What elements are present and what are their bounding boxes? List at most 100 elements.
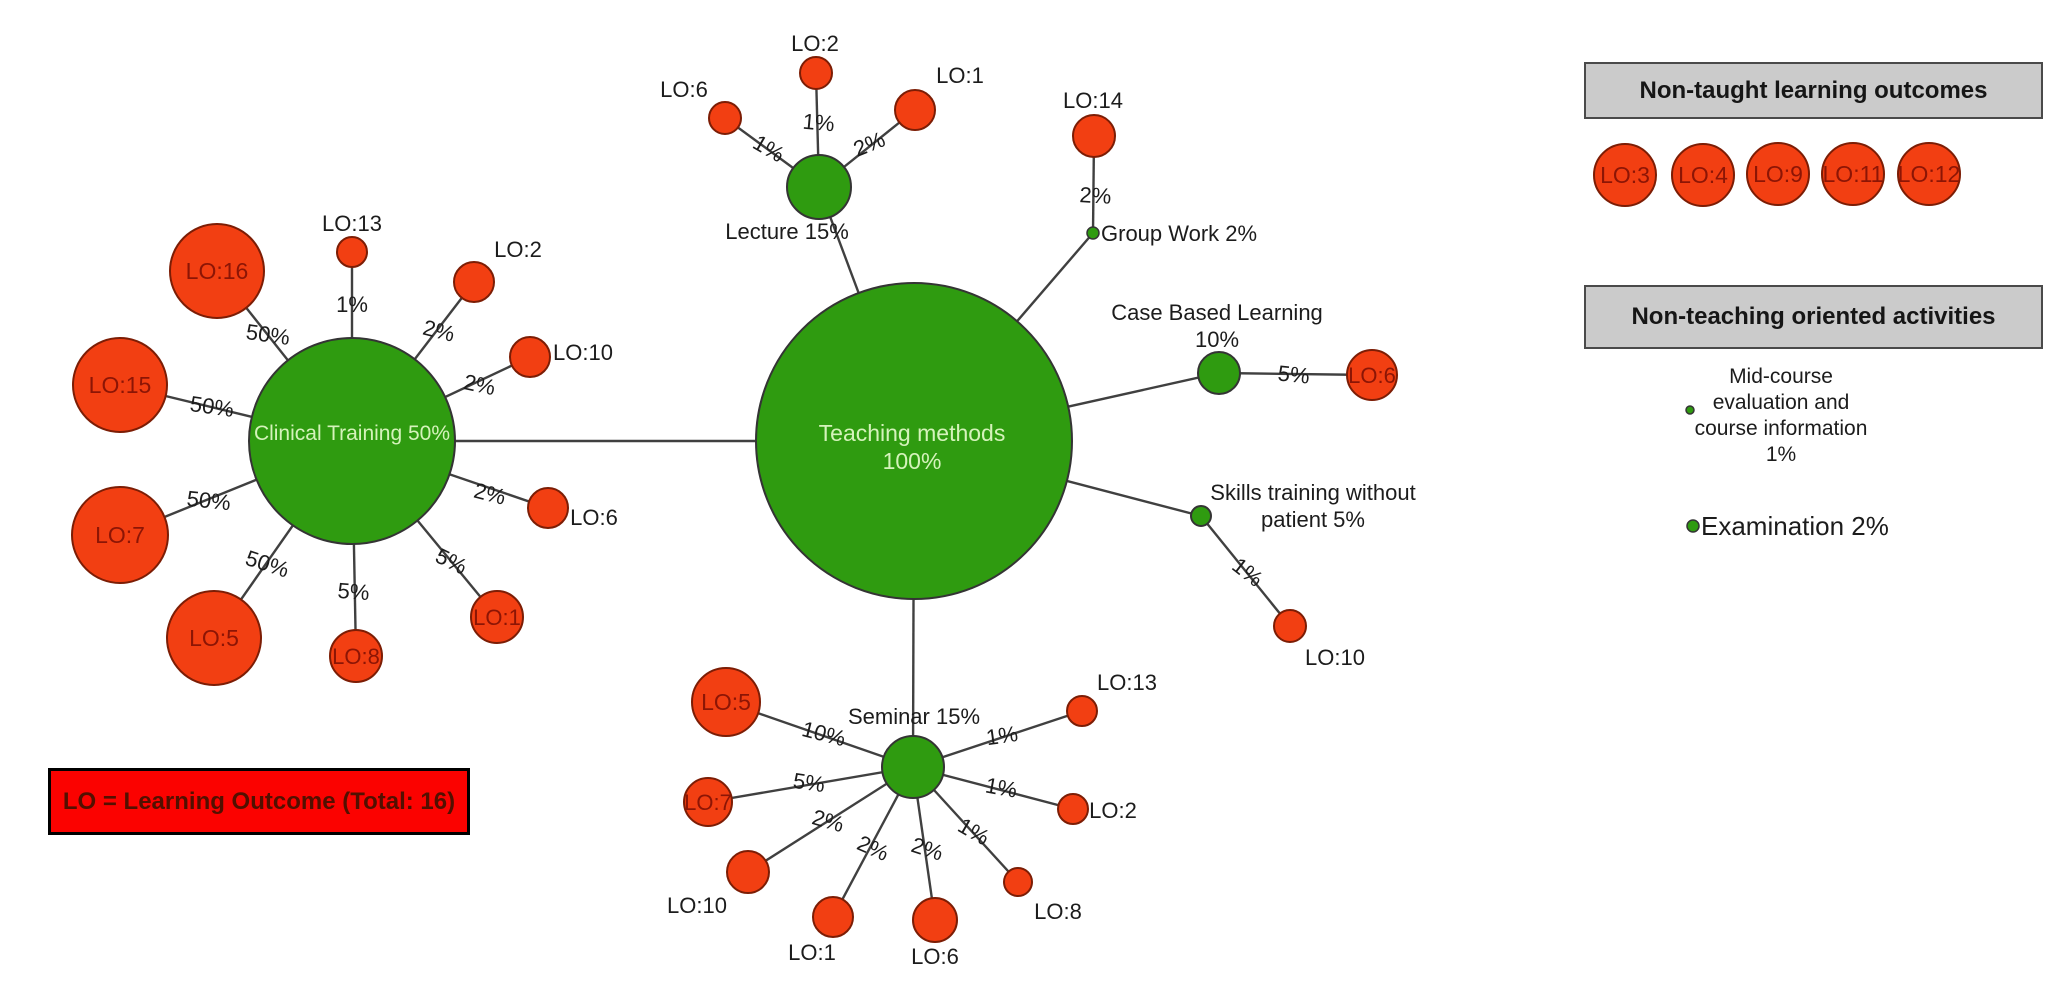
- node-label-l_lo6: LO:6: [660, 77, 708, 102]
- node-label-c_lo7: LO:7: [95, 522, 145, 548]
- node-label-seminar: Seminar 15%: [848, 704, 980, 729]
- non-taught-learning-outcomes-title: Non-taught learning outcomes: [1639, 76, 1988, 104]
- edge-label-clinical-c_lo6: 2%: [471, 478, 508, 510]
- node-label-nt_lo11: LO:11: [1823, 161, 1884, 187]
- node-label-nt_lo3: LO:3: [1600, 162, 1650, 188]
- node-label-cbl: Case Based Learning 10%: [1111, 300, 1323, 352]
- node-label-sk_lo10: LO:10: [1305, 645, 1365, 670]
- node-s_lo2: [1057, 793, 1089, 825]
- node-label-s_lo7: LO:7: [684, 790, 732, 815]
- node-clinical: [248, 337, 456, 545]
- edge-label-clinical-c_lo1: 5%: [432, 543, 472, 579]
- node-cbl_lo6: [1346, 349, 1398, 401]
- node-label-nt_lo9: LO:9: [1753, 161, 1803, 187]
- node-l_lo6: [708, 101, 742, 135]
- node-c_lo7: [71, 486, 169, 584]
- node-label-groupwork: Group Work 2%: [1101, 221, 1257, 246]
- node-s_lo10: [726, 850, 770, 894]
- node-s_lo1: [812, 896, 854, 938]
- node-label-midcourse: Mid-course evaluation and course informati…: [1695, 365, 1868, 466]
- edge-label-seminar-s_lo5: 10%: [799, 716, 848, 751]
- node-lecture: [786, 154, 852, 220]
- node-label-skills: Skills training without patient 5%: [1210, 480, 1415, 532]
- node-label-l_lo2: LO:2: [791, 31, 839, 56]
- edge-label-clinical-c_lo5: 50%: [243, 545, 293, 582]
- node-label-c_lo16: LO:16: [186, 258, 249, 284]
- node-groupwork: [1086, 226, 1100, 240]
- node-gw_lo14: [1072, 114, 1116, 158]
- node-label-s_lo2: LO:2: [1089, 798, 1137, 823]
- edge-label-seminar-s_lo2: 1%: [983, 773, 1019, 803]
- node-label-clinical: Clinical Training 50%: [254, 422, 450, 445]
- node-seminar: [881, 735, 945, 799]
- node-c_lo16: [169, 223, 265, 319]
- node-nt_lo4: [1671, 143, 1735, 207]
- edge-label-clinical-c_lo15: 50%: [188, 391, 235, 422]
- node-examination: [1686, 519, 1700, 533]
- node-label-s_lo8: LO:8: [1034, 899, 1082, 924]
- node-midcourse: [1685, 405, 1695, 415]
- edge-label-seminar-s_lo7: 5%: [792, 768, 827, 797]
- edge-label-seminar-s_lo13: 1%: [984, 721, 1019, 750]
- nodes-layer: [71, 56, 1961, 943]
- non-taught-learning-outcomes-box: Non-taught learning outcomes: [1584, 62, 2043, 119]
- non-teaching-oriented-activities-title: Non-teaching oriented activities: [1631, 303, 1996, 330]
- node-label-cbl_lo6: LO:6: [1348, 363, 1396, 388]
- node-c_lo6: [527, 487, 569, 529]
- edge-label-lecture-l_lo2: 1%: [802, 109, 836, 137]
- node-label-c_lo10: LO:10: [553, 340, 613, 365]
- node-label-c_lo1: LO:1: [473, 605, 521, 630]
- node-c_lo1: [470, 590, 524, 644]
- node-label-c_lo15: LO:15: [89, 372, 152, 398]
- edge-label-seminar-s_lo6: 2%: [908, 832, 946, 866]
- node-label-examination: Examination 2%: [1701, 511, 1889, 541]
- edge-seminar-s_lo7: [707, 765, 914, 804]
- node-s_lo7: [683, 777, 733, 827]
- node-c_lo15: [72, 337, 168, 433]
- edge-skills-sk_lo10: [1200, 515, 1291, 627]
- edge-label-seminar-s_lo1: 2%: [853, 830, 892, 866]
- node-cbl: [1197, 351, 1241, 395]
- lo-abbreviation-note-text: LO = Learning Outcome (Total: 16): [62, 787, 456, 815]
- node-label-s_lo6: LO:6: [911, 944, 959, 969]
- edge-label-clinical-c_lo8: 5%: [337, 578, 370, 605]
- lo-abbreviation-note-box: LO = Learning Outcome (Total: 16): [48, 768, 470, 835]
- node-s_lo8: [1003, 867, 1033, 897]
- node-nt_lo3: [1593, 143, 1657, 207]
- node-nt_lo11: [1821, 142, 1885, 206]
- node-l_lo1: [894, 89, 936, 131]
- node-c_lo13: [336, 236, 368, 268]
- labels-layer: 50%1%2%50%2%2%50%50%5%5%1%1%2%2%5%1%10%5…: [89, 31, 1961, 969]
- node-nt_lo12: [1897, 142, 1961, 206]
- node-label-nt_lo12: LO:12: [1898, 161, 1961, 187]
- node-label-lecture: Lecture 15%: [725, 219, 849, 244]
- edge-label-cbl-cbl_lo6: 5%: [1277, 360, 1311, 388]
- node-c_lo5: [166, 590, 262, 686]
- edge-label-skills-sk_lo10: 1%: [1227, 552, 1267, 591]
- node-sk_lo10: [1273, 609, 1307, 643]
- node-label-nt_lo4: LO:4: [1678, 162, 1728, 188]
- edge-label-clinical-c_lo2: 2%: [420, 315, 457, 347]
- node-label-s_lo13: LO:13: [1097, 670, 1157, 695]
- node-label-s_lo10: LO:10: [667, 893, 727, 918]
- node-label-c_lo6: LO:6: [570, 505, 618, 530]
- node-s_lo5: [691, 667, 761, 737]
- edge-label-clinical-c_lo16: 50%: [244, 319, 291, 350]
- edge-label-seminar-s_lo10: 2%: [809, 804, 846, 837]
- node-label-s_lo5: LO:5: [701, 689, 751, 715]
- node-nt_lo9: [1746, 142, 1810, 206]
- node-c_lo2: [453, 261, 495, 303]
- node-label-s_lo1: LO:1: [788, 940, 836, 965]
- node-label-l_lo1: LO:1: [936, 63, 984, 88]
- edge-label-clinical-c_lo13: 1%: [336, 292, 368, 317]
- node-s_lo13: [1066, 695, 1098, 727]
- node-label-c_lo5: LO:5: [189, 625, 239, 651]
- edge-label-groupwork-gw_lo14: 2%: [1079, 182, 1112, 209]
- node-label-gw_lo14: LO:14: [1063, 88, 1123, 113]
- non-teaching-oriented-activities-box: Non-teaching oriented activities: [1584, 285, 2043, 349]
- node-label-c_lo2: LO:2: [494, 237, 542, 262]
- node-skills: [1190, 505, 1212, 527]
- edge-label-clinical-c_lo7: 50%: [186, 486, 232, 515]
